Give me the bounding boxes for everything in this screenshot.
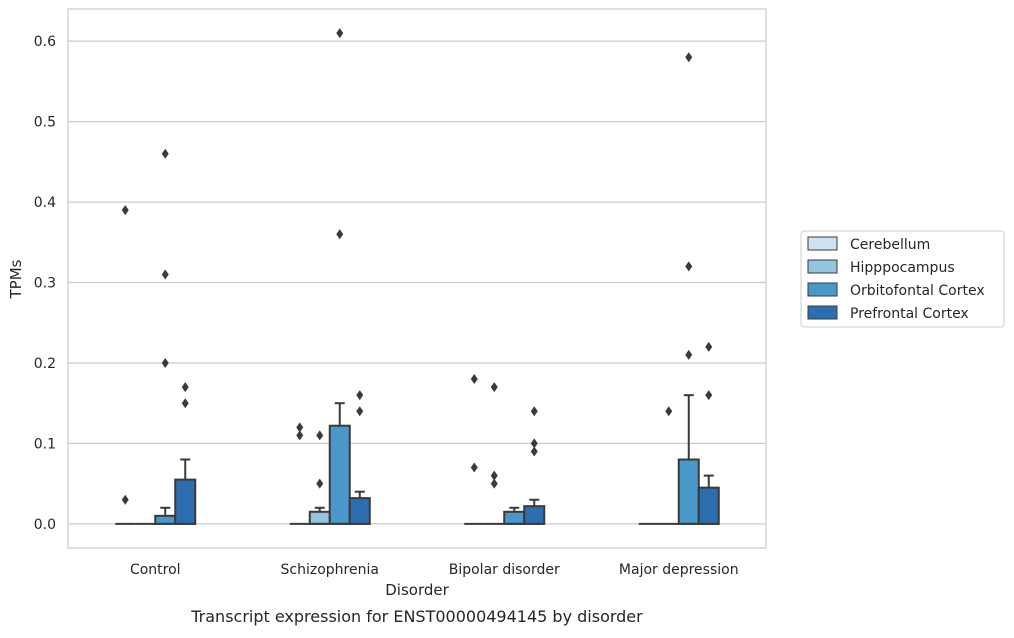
- series-orbitofontal-cortex: [154, 28, 700, 525]
- outlier-point: [316, 430, 324, 441]
- box-layer: [115, 28, 720, 525]
- outlier-point: [530, 446, 538, 457]
- box: [308, 510, 331, 525]
- outlier-point: [336, 229, 344, 240]
- y-tick-label: 0.2: [34, 356, 56, 372]
- outlier-point: [296, 430, 304, 441]
- outlier-point: [705, 341, 713, 352]
- x-tick-labels: Control Schizophrenia Bipolar disorder Majo…: [130, 562, 739, 578]
- legend-swatch: [807, 259, 838, 274]
- box: [697, 486, 720, 525]
- outlier-point: [161, 357, 169, 368]
- y-tick-label: 0.4: [34, 195, 56, 211]
- y-tick-labels: 0.0 0.1 0.2 0.3 0.4 0.5 0.6: [34, 34, 56, 533]
- outlier-point: [685, 261, 693, 272]
- outlier-point: [336, 28, 344, 39]
- legend-swatch: [807, 236, 838, 251]
- outlier-point: [685, 349, 693, 360]
- outlier-point: [316, 478, 324, 489]
- outlier-point: [705, 390, 713, 401]
- outlier-point: [161, 148, 169, 159]
- outlier-point: [665, 406, 673, 417]
- legend-swatch: [807, 282, 838, 297]
- outlier-point: [356, 390, 364, 401]
- chart-caption: Transcript expression for ENST0000049414…: [190, 607, 643, 626]
- legend-label: Cerebellum: [850, 237, 930, 253]
- outlier-point: [685, 52, 693, 63]
- outlier-point: [490, 478, 498, 489]
- outlier-point: [296, 422, 304, 433]
- legend-label: Hipppocampus: [850, 260, 955, 276]
- x-tick-label: Schizophrenia: [281, 562, 379, 578]
- outlier-point: [121, 205, 129, 216]
- outlier-point: [121, 494, 129, 505]
- outlier-point: [356, 406, 364, 417]
- grid-lines: [68, 40, 766, 525]
- box: [328, 424, 351, 525]
- box: [348, 497, 371, 525]
- outlier-point: [470, 462, 478, 473]
- box: [174, 478, 197, 525]
- outlier-point: [470, 374, 478, 385]
- outlier-point: [181, 382, 189, 393]
- outlier-point: [530, 406, 538, 417]
- box: [677, 458, 700, 525]
- y-tick-label: 0.5: [34, 115, 56, 131]
- x-tick-label: Major depression: [619, 562, 739, 578]
- x-tick-label: Bipolar disorder: [449, 562, 560, 578]
- series-prefrontal-cortex: [174, 341, 720, 525]
- series-cerebellum: [115, 205, 659, 525]
- outlier-point: [490, 470, 498, 481]
- legend: Cerebellum Hipppocampus Orbitofontal Corte…: [800, 230, 1005, 328]
- outlier-point: [490, 382, 498, 393]
- outlier-point: [181, 398, 189, 409]
- x-tick-label: Control: [130, 562, 181, 578]
- y-tick-label: 0.3: [34, 276, 56, 292]
- y-tick-label: 0.6: [34, 34, 56, 50]
- y-axis-label: TPMs: [7, 259, 25, 299]
- plot-frame: [67, 8, 767, 549]
- y-tick-label: 0.0: [34, 517, 56, 533]
- legend-label: Prefrontal Cortex: [850, 306, 969, 322]
- box: [154, 514, 177, 525]
- box: [503, 510, 526, 525]
- series-hipppocampus: [135, 382, 679, 525]
- outlier-point: [530, 438, 538, 449]
- legend-swatch: [807, 305, 838, 320]
- x-axis-label: Disorder: [385, 581, 449, 599]
- outlier-point: [161, 269, 169, 280]
- box: [523, 505, 546, 525]
- legend-label: Orbitofontal Cortex: [850, 283, 985, 299]
- legend-frame: [800, 230, 1005, 328]
- y-tick-label: 0.1: [34, 436, 56, 452]
